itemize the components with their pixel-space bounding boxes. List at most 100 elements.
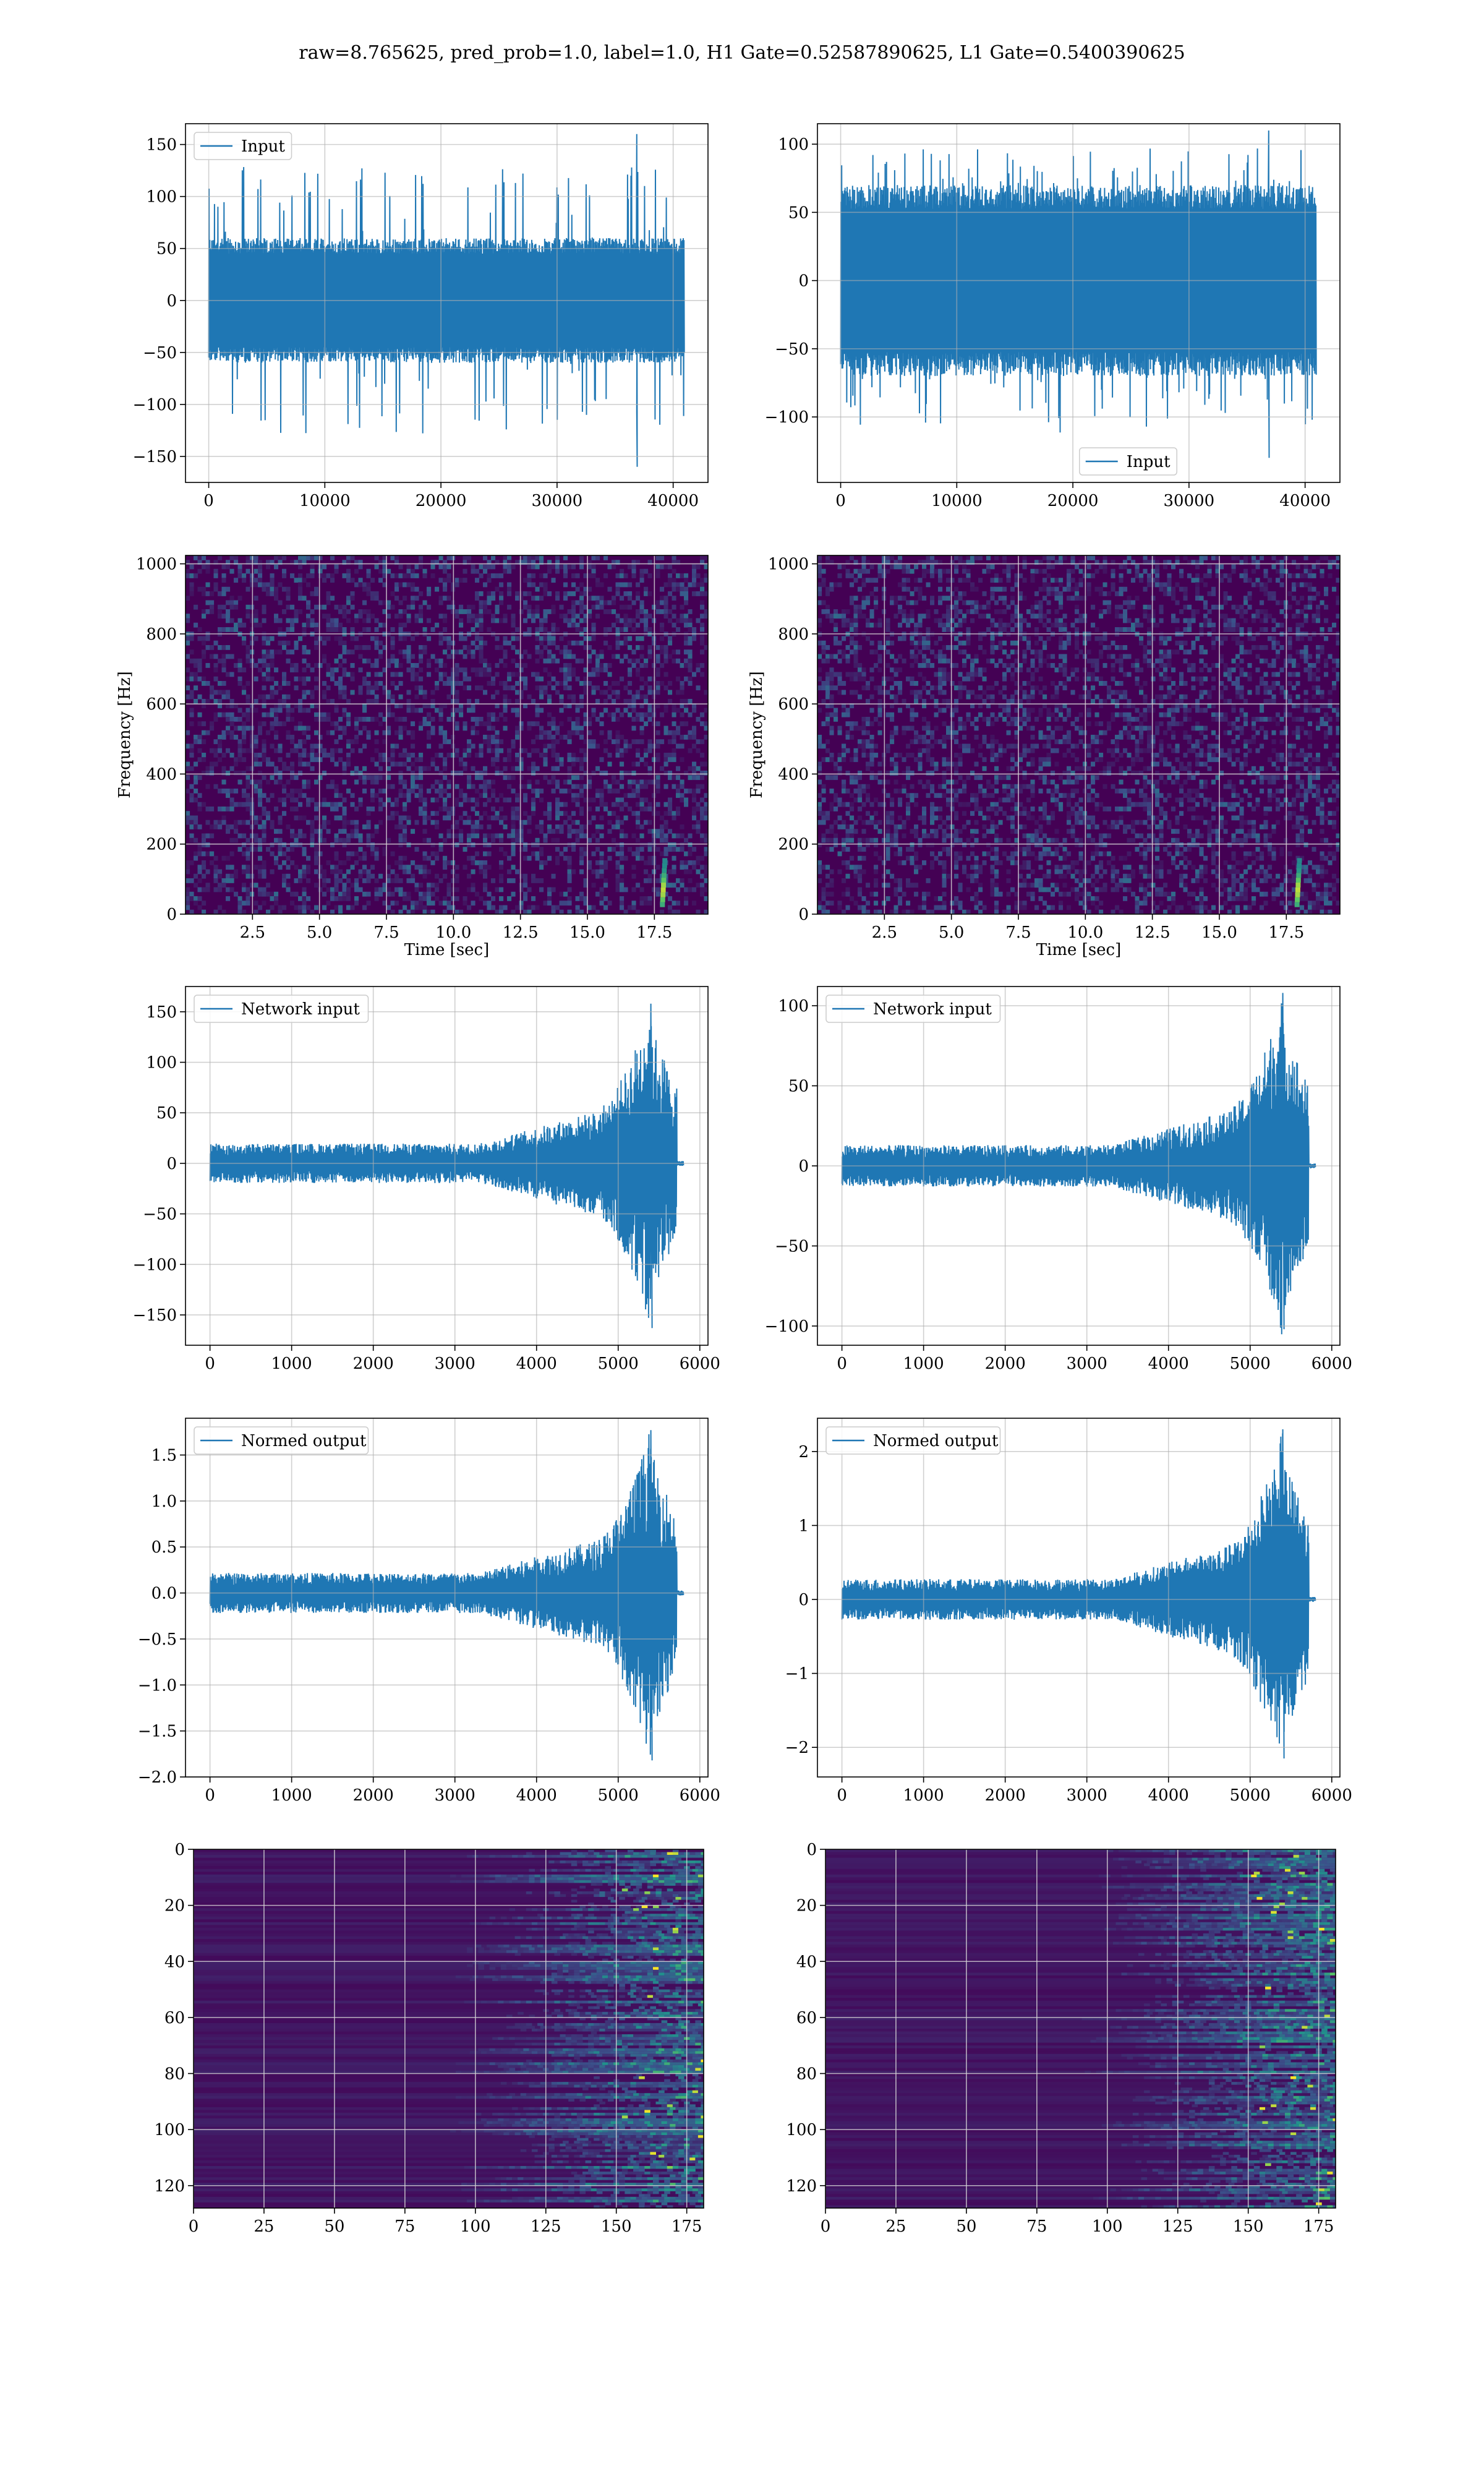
h1-spectrogram-cell	[245, 887, 250, 892]
h1-spectrogram-cell	[467, 905, 472, 910]
h1-spectrogram-cell	[583, 573, 588, 578]
h1-spectrogram-cell	[559, 564, 564, 570]
h1-spectrogram-cell	[483, 667, 488, 673]
h1-spectrogram-cell	[245, 649, 250, 655]
h1-spectrogram-cell	[655, 609, 660, 614]
h1-spectrogram-cell	[563, 779, 568, 785]
l1-spectrogram-cell	[986, 564, 991, 570]
h1-spectrogram-cell	[350, 829, 355, 834]
l1-spectrogram-cell	[1199, 555, 1204, 560]
l1-spectrogram-cell	[1199, 622, 1204, 628]
l1-spectrogram-cell	[946, 618, 951, 623]
h1-spectrogram-cell	[314, 802, 319, 807]
h1-spectrogram-cell	[197, 721, 202, 727]
h1-spectrogram-cell	[475, 614, 480, 619]
h1-spectrogram-cell	[354, 726, 359, 731]
h1-spectrogram-cell	[531, 771, 536, 776]
h1-spectrogram-cell	[338, 681, 343, 686]
h1-spectrogram-cell	[294, 609, 299, 614]
h1-spectrogram-cell	[282, 676, 287, 682]
l1-spectrogram-cell	[893, 560, 898, 565]
h1-spectrogram-cell	[599, 869, 604, 875]
h1-spectrogram-cell	[639, 802, 644, 807]
l1-spectrogram-cell	[1051, 564, 1055, 570]
l1-spectrogram-cell	[874, 578, 879, 583]
h1-spectrogram-cell	[615, 753, 620, 758]
h1-spectrogram-cell	[631, 717, 636, 722]
h1-spectrogram-cell	[443, 775, 448, 781]
h1-spectrogram-cell	[583, 757, 588, 763]
h1-spectrogram-cell	[531, 797, 536, 803]
h1-spectrogram-cell	[519, 748, 524, 753]
h1-spectrogram-cell	[318, 663, 323, 668]
h1-spectrogram-cell	[684, 596, 689, 601]
h1-spectrogram-cell	[270, 708, 275, 713]
h1-spectrogram-cell	[270, 896, 275, 901]
h1-spectrogram-cell	[663, 753, 668, 758]
h1-spectrogram-cell	[213, 887, 218, 892]
l1-spectrogram-cell	[1247, 578, 1252, 583]
h1-spectrogram-cell	[539, 654, 544, 659]
h1-spectrogram-cell	[282, 568, 287, 574]
h1-spectrogram-cell	[334, 802, 339, 807]
h1-spectrogram-cell	[531, 878, 536, 883]
h1-spectrogram-cell	[615, 636, 620, 641]
h1-spectrogram-cell	[430, 757, 435, 763]
h1-spectrogram-cell	[612, 596, 616, 601]
h1-spectrogram-cell	[491, 748, 496, 753]
h1-spectrogram-cell	[274, 618, 279, 623]
h1-spectrogram-cell	[354, 878, 359, 883]
l1-spectrogram-cell	[1155, 564, 1160, 570]
h1-spectrogram-cell	[438, 901, 443, 906]
h1-spectrogram-cell	[334, 681, 339, 686]
h1-spectrogram-cell	[342, 604, 347, 610]
h1-spectrogram-cell	[527, 855, 532, 861]
h1-spectrogram-cell	[394, 663, 399, 668]
h1-spectrogram-cell	[467, 703, 472, 709]
h1-spectrogram-cell	[338, 802, 343, 807]
h1-spectrogram-cell	[612, 824, 616, 829]
h1-spectrogram-cell	[378, 654, 383, 659]
h1-spectrogram-cell	[262, 891, 267, 897]
l1-spectrogram-cell	[1175, 560, 1180, 565]
h1-spectrogram-cell	[242, 865, 247, 870]
h1-spectrogram-cell	[595, 672, 600, 677]
h1-spectrogram-cell	[623, 815, 628, 821]
h1-spectrogram-cell	[406, 703, 411, 709]
h1-spectrogram-cell	[294, 614, 299, 619]
h1-spectrogram-cell	[531, 748, 536, 753]
h1-spectrogram-cell	[692, 807, 697, 811]
l1-spectrogram-cell	[1199, 578, 1204, 583]
h1-spectrogram-chirp-cell	[662, 863, 667, 868]
h1-spectrogram-cell	[483, 582, 488, 588]
h1-spectrogram-cell	[603, 600, 608, 606]
h1-spectrogram-cell	[398, 609, 403, 614]
h1-spectrogram-cell	[338, 609, 343, 614]
h1-spectrogram-cell	[700, 663, 705, 668]
h1-spectrogram-cell	[471, 640, 475, 646]
l1-spectrogram-cell	[1215, 573, 1220, 578]
h1-spectrogram-cell	[394, 614, 399, 619]
h1-spectrogram-cell	[314, 604, 319, 610]
h1-spectrogram-cell	[366, 833, 371, 839]
h1-spectrogram-cell	[205, 582, 210, 588]
h1-spectrogram-cell	[427, 658, 432, 664]
h1-spectrogram-cell	[386, 726, 391, 731]
h1-spectrogram-cell	[495, 833, 500, 839]
l1-spectrogram-cell	[1127, 555, 1132, 560]
h1-spectrogram-cell	[692, 761, 697, 767]
h1-spectrogram-cell	[459, 757, 464, 763]
h1-spectrogram-cell	[358, 609, 363, 614]
h1-spectrogram-cell	[684, 802, 689, 807]
l1-spectrogram-cell	[1147, 627, 1152, 632]
l1-spectrogram-cell	[893, 596, 898, 601]
h1-spectrogram-cell	[186, 636, 190, 641]
h1-spectrogram-cell	[302, 869, 307, 875]
h1-spectrogram-cell	[443, 873, 448, 879]
h1-spectrogram-cell	[692, 811, 697, 816]
h1-spectrogram-cell	[507, 676, 512, 682]
h1-spectrogram-cell	[350, 865, 355, 870]
h1-spectrogram-cell	[358, 775, 363, 781]
h1-spectrogram-cell	[487, 743, 492, 749]
h1-spectrogram-cell	[539, 726, 544, 731]
